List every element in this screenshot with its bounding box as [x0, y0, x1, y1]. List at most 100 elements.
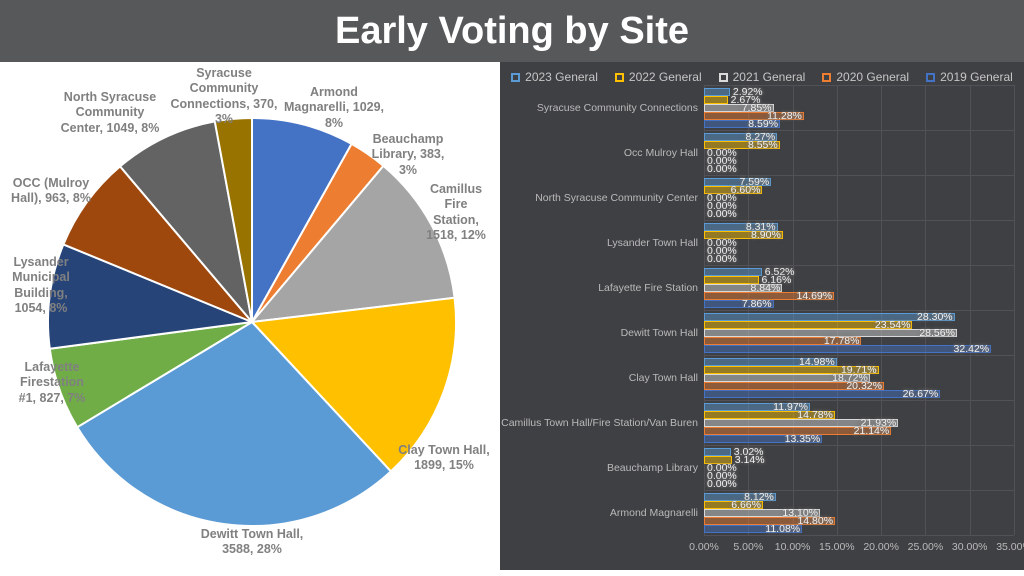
- bar-2023-cat0: [704, 87, 730, 96]
- bar-2019-cat9: [704, 524, 803, 533]
- bar-value-label: 0.00%: [707, 146, 737, 159]
- bar-value-label: 8.59%: [748, 117, 779, 130]
- gridline-horizontal: [704, 310, 1014, 311]
- bar-value-label: 0.00%: [707, 191, 737, 204]
- bar-value-label: 14.98%: [799, 355, 835, 368]
- bar-value-label: 13.10%: [782, 506, 819, 519]
- category-label: Dewitt Town Hall: [620, 326, 698, 339]
- bar-2021-cat6: [704, 373, 870, 382]
- bar-2022-cat1: [704, 140, 780, 149]
- bar-value-label: 28.56%: [919, 326, 955, 339]
- pie-slice-6: [47, 243, 256, 350]
- bar-2020-cat5: [704, 336, 862, 345]
- bar-2019-cat5: [704, 344, 992, 353]
- pie-slice-0: [251, 116, 353, 326]
- bar-value-label: 32.42%: [953, 342, 990, 355]
- bar-chart-panel: 2023 General 2022 General 2021 General 2020…: [500, 62, 1024, 570]
- pie-slice-9: [213, 116, 253, 323]
- gridline-horizontal: [704, 175, 1014, 176]
- bar-value-label: 7.59%: [739, 175, 770, 188]
- bar-2020-cat0: [704, 111, 804, 120]
- bar-2021-cat7: [704, 418, 899, 427]
- bar-value-label: 20.32%: [846, 379, 882, 392]
- bar-value-label: 19.71%: [840, 363, 877, 376]
- legend-marker-icon: [718, 72, 728, 82]
- pie-slice-8: [118, 120, 254, 326]
- bar-value-label: 7.86%: [741, 297, 772, 310]
- bar-value-label: 14.78%: [797, 408, 833, 421]
- bar-value-label: 0.00%: [707, 461, 737, 474]
- pie-slice-2: [249, 164, 456, 324]
- x-axis-tick: 25.00%: [907, 541, 944, 553]
- pie-panel: Armond Magnarelli, 1029, 8% Beauchamp Lib…: [0, 62, 500, 576]
- bar-2023-cat8: [704, 447, 731, 456]
- bar-2021-cat4: [704, 283, 783, 292]
- x-axis-tick: 30.00%: [951, 541, 988, 553]
- bar-value-label: 0.00%: [707, 199, 737, 212]
- gridline-horizontal: [704, 265, 1014, 266]
- legend-item: 2021 General: [718, 70, 806, 84]
- pie-slice-4: [75, 320, 393, 528]
- legend-label: 2021 General: [732, 70, 806, 84]
- bar-2022-cat7: [704, 410, 835, 419]
- title-bar: Early Voting by Site: [0, 0, 1024, 62]
- bar-2023-cat7: [704, 402, 811, 411]
- gridline-vertical: [1014, 85, 1015, 535]
- legend-marker-icon: [926, 72, 936, 82]
- bar-value-label: 11.08%: [765, 522, 801, 535]
- legend-label: 2020 General: [836, 70, 910, 84]
- legend-item: 2020 General: [822, 70, 909, 84]
- bar-value-label: 11.97%: [773, 400, 809, 413]
- bar-value-label: 11.28%: [767, 109, 802, 122]
- bar-value-label: 13.35%: [784, 432, 821, 445]
- bar-value-label: 8.90%: [751, 228, 781, 241]
- legend-item: 2023 General: [511, 70, 598, 84]
- bar-value-label: 6.60%: [730, 183, 761, 196]
- bar-2021-cat5: [704, 328, 957, 337]
- bar-2020-cat6: [704, 381, 884, 390]
- legend-marker-icon: [511, 72, 521, 82]
- bar-value-label: 0.00%: [707, 244, 737, 257]
- bar-value-label: 0.00%: [707, 162, 737, 175]
- bar-2019-cat4: [704, 299, 774, 308]
- x-axis-tick: 5.00%: [733, 541, 764, 553]
- bar-2022-cat2: [704, 185, 763, 194]
- gridline-horizontal: [704, 445, 1014, 446]
- bar-value-label: 0.00%: [707, 154, 737, 167]
- page-title: Early Voting by Site: [334, 9, 690, 52]
- bar-2023-cat9: [704, 492, 776, 501]
- bar-value-label: 14.80%: [797, 514, 834, 527]
- pie-chart: [47, 116, 458, 528]
- bar-value-label: 2.92%: [732, 85, 763, 98]
- bar-2022-cat8: [704, 455, 732, 464]
- bar-value-label: 8.27%: [745, 130, 776, 143]
- category-label: Camillus Town Hall/Fire Station/Van Bure…: [501, 416, 698, 429]
- legend: 2023 General 2022 General 2021 General 2020…: [500, 70, 1024, 84]
- bar-2022-cat5: [704, 320, 913, 329]
- bar-value-label: 26.67%: [902, 387, 939, 400]
- bar-2023-cat3: [704, 222, 778, 231]
- bar-value-label: 6.66%: [731, 498, 761, 511]
- bar-value-label: 7.85%: [741, 101, 772, 114]
- bar-value-label: 3.14%: [734, 453, 765, 466]
- gridline-horizontal: [704, 220, 1014, 221]
- gridline-horizontal: [704, 130, 1014, 131]
- x-axis-tick: 15.00%: [819, 541, 855, 553]
- bar-value-label: 0.00%: [707, 207, 737, 220]
- bar-value-label: 0.00%: [707, 469, 737, 482]
- x-axis-tick: 20.00%: [863, 541, 899, 553]
- bar-2023-cat4: [704, 267, 762, 276]
- category-label: Occ Mulroy Hall: [623, 146, 698, 159]
- pie-slice-3: [249, 296, 458, 473]
- bar-value-label: 3.02%: [733, 445, 764, 458]
- category-label: Clay Town Hall: [628, 371, 698, 384]
- legend-marker-icon: [822, 72, 832, 82]
- bar-value-label: 14.69%: [796, 289, 833, 302]
- category-label: Lafayette Fire Station: [598, 281, 698, 294]
- x-axis-tick: 0.00%: [689, 541, 719, 553]
- legend-marker-icon: [614, 72, 624, 82]
- bar-2021-cat0: [704, 103, 774, 112]
- pie-slice-7: [62, 164, 253, 323]
- bar-2021-cat9: [704, 508, 821, 517]
